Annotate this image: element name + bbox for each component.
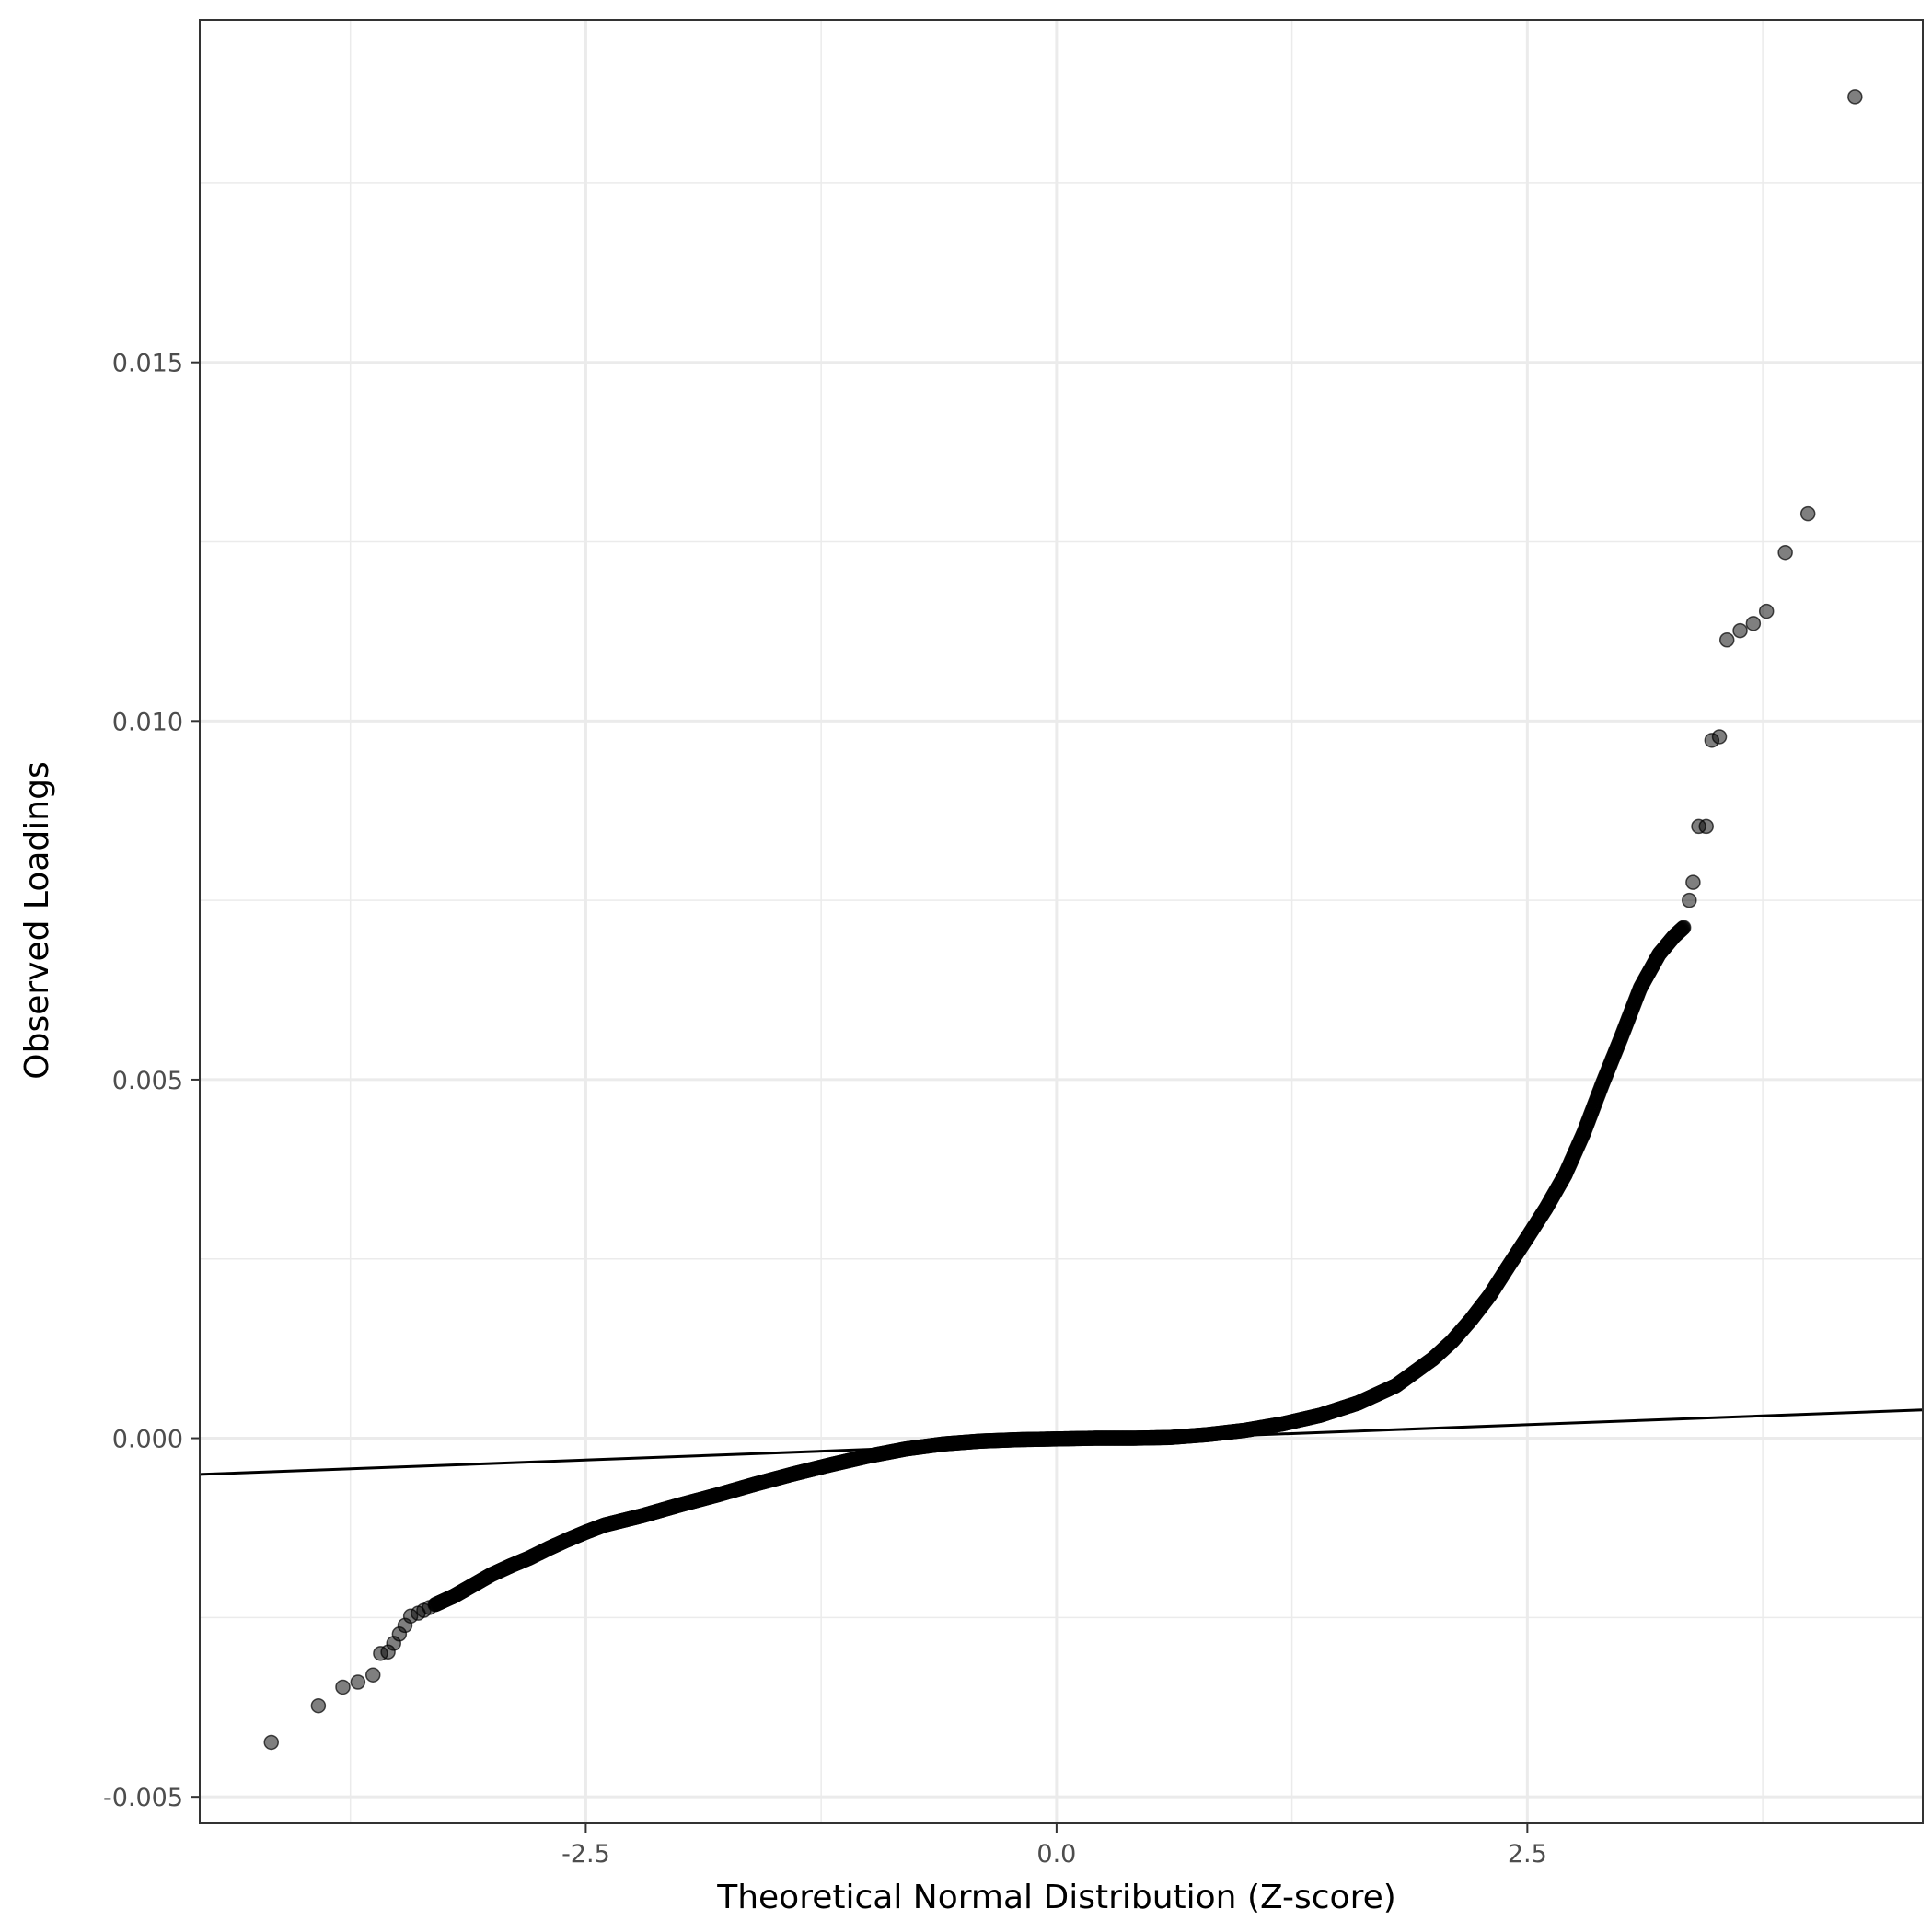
panel-border <box>199 19 1924 1824</box>
axis-ticks <box>191 361 1529 1833</box>
data-point <box>1675 920 1692 935</box>
y-tick-label: 0.005 <box>112 1067 183 1095</box>
data-point <box>1732 622 1748 639</box>
x-axis-title: Theoretical Normal Distribution (Z-score… <box>716 1879 1396 1916</box>
y-tick-label: -0.005 <box>103 1784 183 1812</box>
x-tick-labels: -2.5 0.0 2.5 <box>561 1840 1547 1868</box>
data-point <box>310 1697 327 1714</box>
data-point <box>1711 729 1728 745</box>
reference-line <box>199 1408 1924 1476</box>
y-tick-label: 0.010 <box>112 708 183 736</box>
data-point <box>350 1674 366 1690</box>
data-point <box>263 1734 279 1751</box>
minor-gridlines <box>200 20 1923 1823</box>
x-tick-label: -2.5 <box>561 1840 610 1868</box>
reference-line-group <box>199 1408 1924 1476</box>
data-point <box>364 1667 381 1683</box>
data-point <box>1682 892 1697 908</box>
data-point <box>1698 818 1714 835</box>
data-point <box>1847 89 1863 105</box>
y-tick-label: 0.000 <box>112 1426 183 1454</box>
data-point <box>1685 874 1701 890</box>
y-axis-title: Observed Loadings <box>18 761 56 1079</box>
data-point <box>1777 544 1793 561</box>
y-tick-label: 0.015 <box>112 350 183 378</box>
data-point <box>1758 603 1775 619</box>
data-point <box>1799 505 1816 522</box>
x-tick-label: 0.0 <box>1036 1840 1076 1868</box>
data-point <box>1718 632 1735 648</box>
data-point <box>335 1679 351 1695</box>
data-point <box>1745 616 1762 631</box>
y-tick-labels: -0.005 0.000 0.005 0.010 0.015 <box>103 350 183 1812</box>
x-tick-label: 2.5 <box>1508 1840 1547 1868</box>
